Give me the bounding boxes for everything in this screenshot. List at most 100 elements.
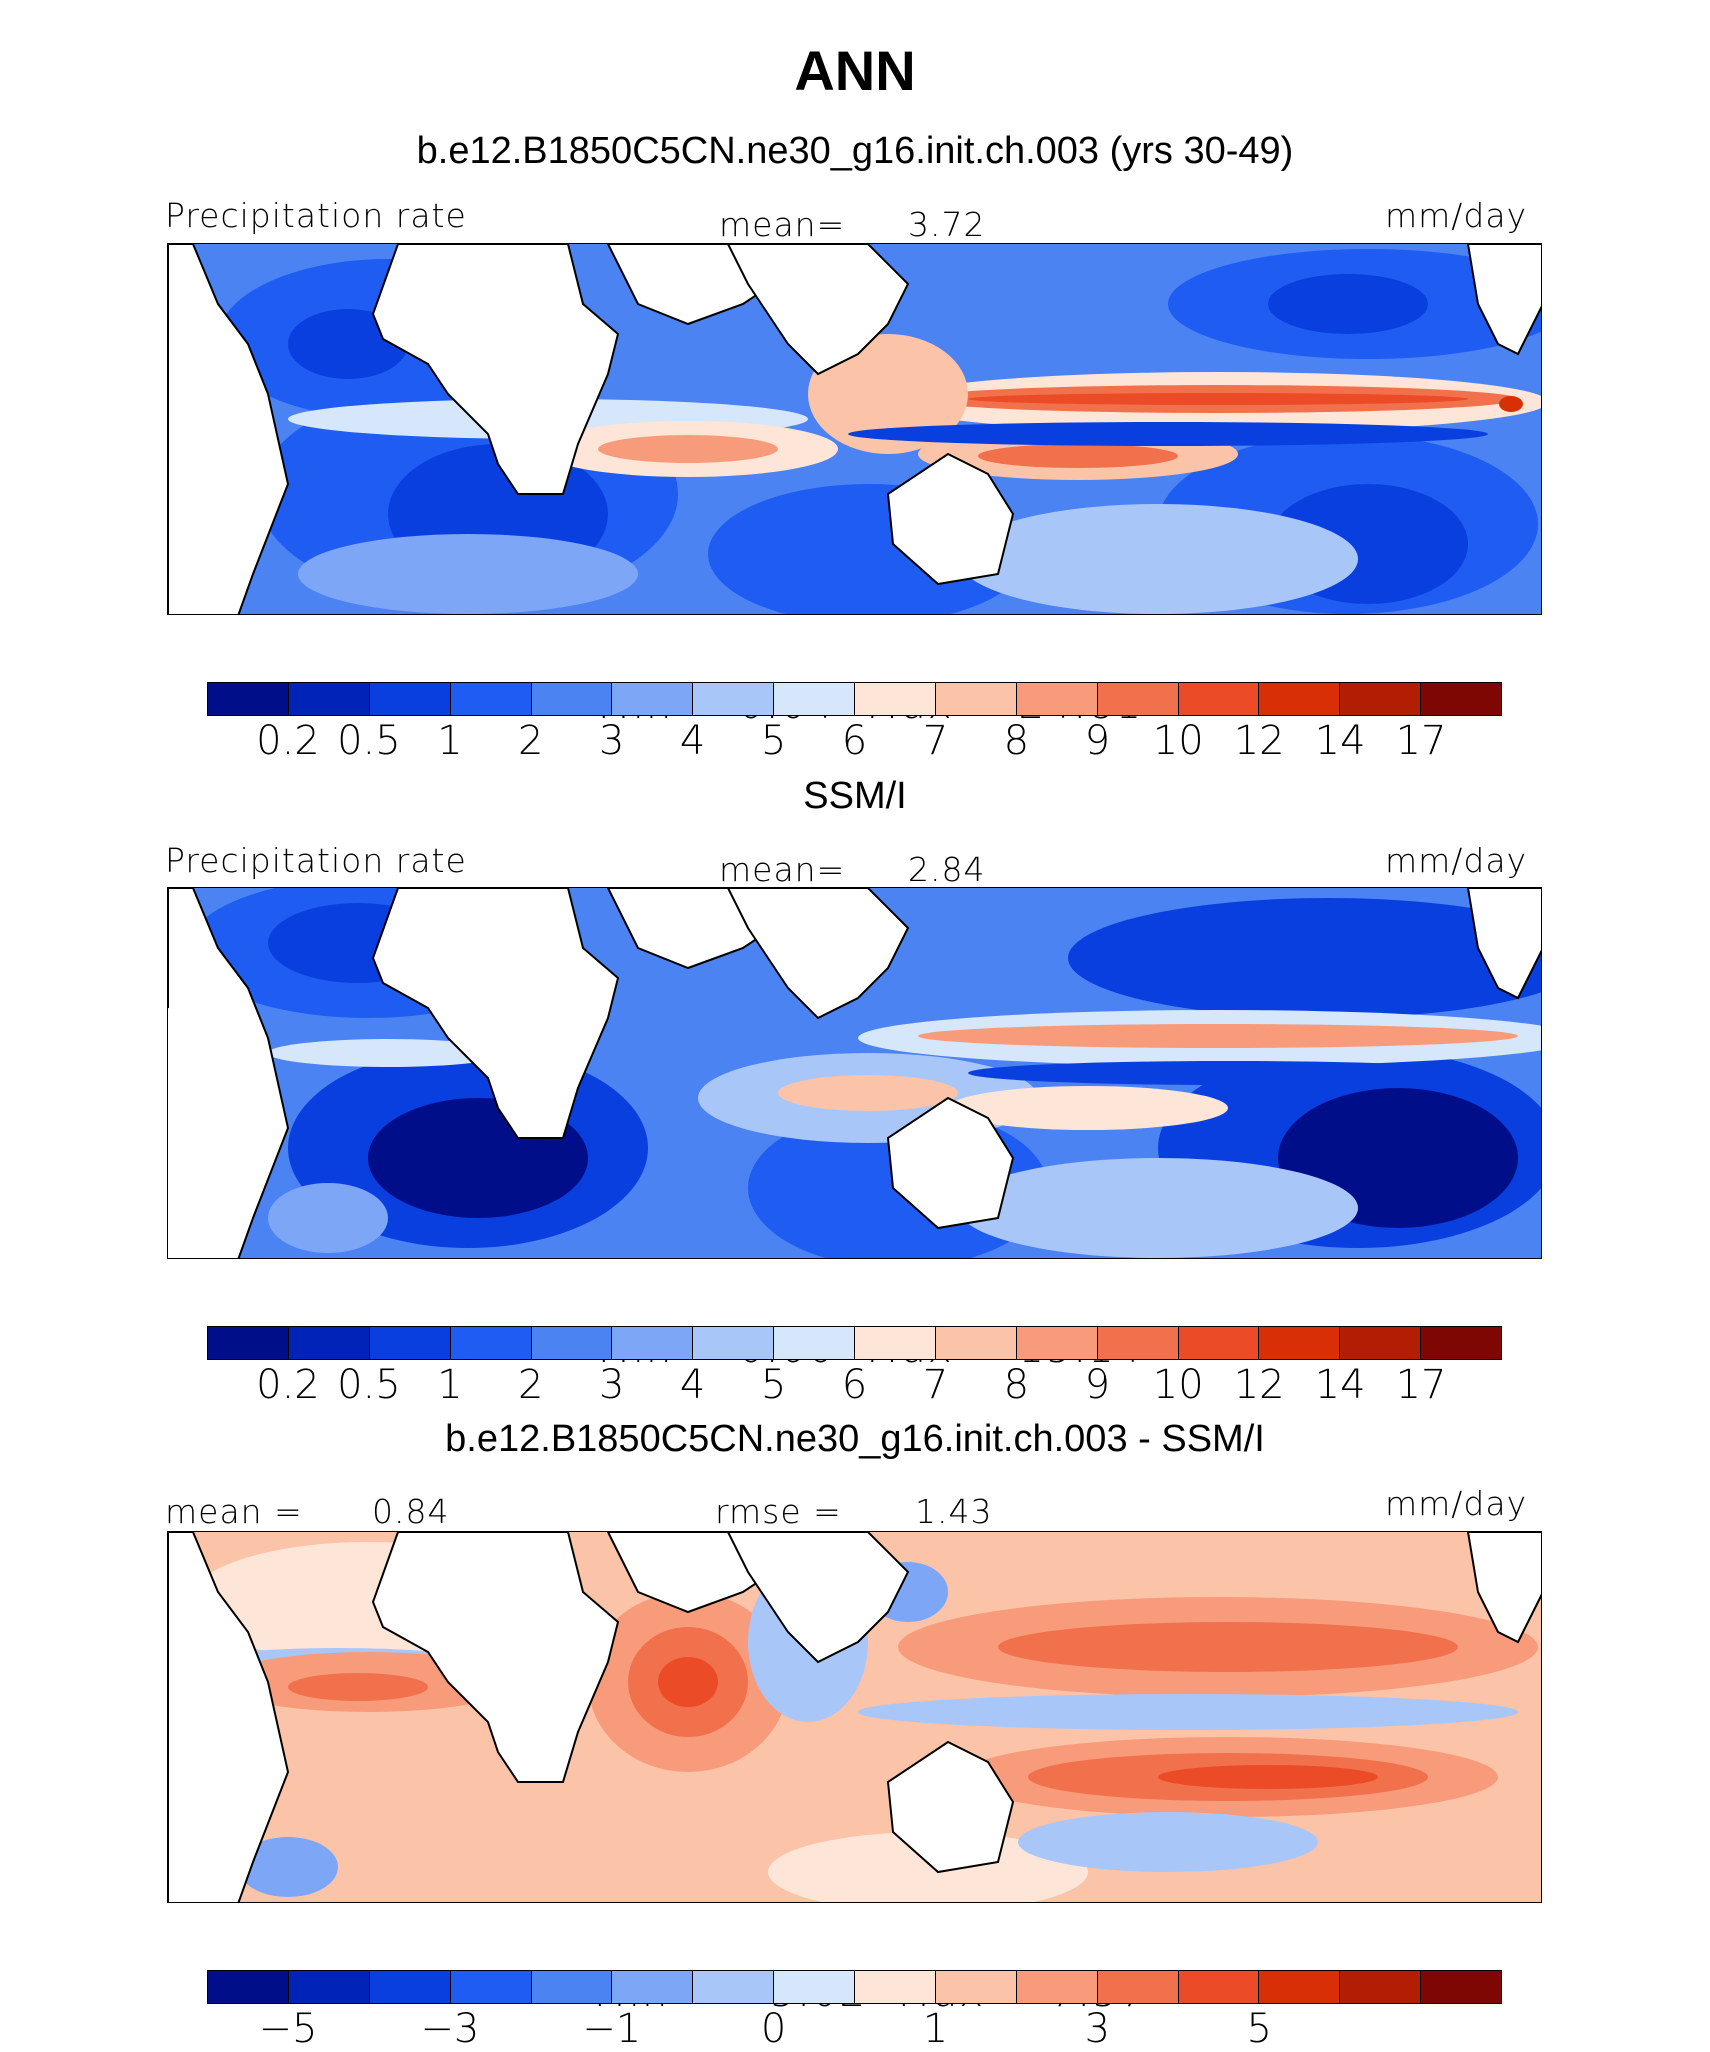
colorbar-segment [1259, 683, 1341, 715]
panel-3-title: b.e12.B1850C5CN.ne30_g16.init.ch.003 - S… [445, 1418, 1265, 1460]
colorbar-tick-label: 5 [1246, 2006, 1272, 2052]
colorbar-segment [774, 1971, 855, 2003]
colorbar-tick-label: 12 [1233, 718, 1285, 764]
colorbar-tick-label: 2 [518, 1362, 544, 1408]
colorbar-segment [369, 1327, 451, 1359]
colorbar-tick-label: 9 [1084, 718, 1111, 764]
colorbar-tick-label: 0.2 [256, 718, 320, 764]
panel-3-colorbar-ticks: −5 −3 −1 0 1 3 5 [207, 2006, 1502, 2052]
colorbar-segment [1016, 1971, 1098, 2003]
colorbar-segment [1016, 1327, 1098, 1359]
colorbar-segment [1178, 1327, 1260, 1359]
colorbar-tick-label: 3 [598, 1362, 625, 1408]
colorbar-segment [612, 1327, 694, 1359]
panel-1-field [168, 244, 1541, 614]
panel-1-units-label: mm/day [1385, 196, 1528, 235]
panel-3-field [168, 1532, 1541, 1902]
colorbar-segment [1421, 1327, 1501, 1359]
colorbar-segment [1421, 1971, 1501, 2003]
panel-3-colorbar [207, 1970, 1502, 2004]
panel-1-mean-label: mean= [719, 205, 846, 244]
colorbar-tick-label: 8 [1003, 1362, 1030, 1408]
panel-2-variable-label: Precipitation rate [165, 841, 467, 880]
colorbar-segment [531, 1327, 613, 1359]
colorbar-tick-label: 0.5 [337, 1362, 401, 1408]
panel-1-map [167, 243, 1542, 615]
colorbar-tick-label: 0.5 [337, 718, 401, 764]
panel-2-mean-value: 2.84 [908, 850, 986, 889]
colorbar-tick-label: 10 [1152, 1362, 1204, 1408]
colorbar-segment [208, 1327, 289, 1359]
colorbar-tick-label: 0.2 [256, 1362, 320, 1408]
panel-3-map [167, 1531, 1542, 1903]
panel-1-colorbar [207, 682, 1502, 716]
colorbar-segment [1340, 1327, 1422, 1359]
colorbar-tick-label: 4 [679, 1362, 706, 1408]
colorbar-tick-label: 6 [841, 718, 868, 764]
colorbar-tick-label: 8 [1003, 718, 1030, 764]
colorbar-tick-label: 10 [1152, 718, 1204, 764]
main-title: ANN [794, 39, 916, 102]
panel-3-mean-value: 0.84 [372, 1492, 450, 1531]
colorbar-segment [855, 1327, 936, 1359]
colorbar-tick-label: 14 [1314, 718, 1366, 764]
panel-3-units-label: mm/day [1385, 1484, 1528, 1523]
colorbar-tick-label: 1 [437, 718, 463, 764]
colorbar-segment [450, 1971, 532, 2003]
colorbar-segment [288, 1971, 370, 2003]
colorbar-segment [935, 1327, 1017, 1359]
colorbar-tick-label: 1 [922, 2006, 949, 2052]
colorbar-segment [693, 683, 775, 715]
colorbar-segment [612, 1971, 694, 2003]
colorbar-segment [855, 1971, 936, 2003]
colorbar-tick-label: 5 [760, 1362, 787, 1408]
panel-1-mean-value: 3.72 [908, 205, 986, 244]
colorbar-tick-label: 0 [760, 2006, 787, 2052]
panel-3-mean-label: mean = [165, 1492, 303, 1531]
panel-2-field [168, 888, 1541, 1258]
colorbar-segment [1097, 1971, 1179, 2003]
colorbar-segment [208, 683, 289, 715]
colorbar-tick-label: 5 [760, 718, 787, 764]
colorbar-segment [935, 1971, 1017, 2003]
colorbar-tick-label: 7 [922, 1362, 949, 1408]
colorbar-segment [1340, 1971, 1422, 2003]
panel-2-units-label: mm/day [1385, 841, 1528, 880]
colorbar-segment [1016, 683, 1098, 715]
colorbar-segment [1178, 683, 1260, 715]
panel-1-variable-label: Precipitation rate [165, 196, 467, 235]
colorbar-segment [693, 1971, 775, 2003]
colorbar-segment [531, 683, 613, 715]
colorbar-tick-label: −3 [420, 2006, 480, 2052]
colorbar-segment [774, 683, 855, 715]
panel-2-mean-label: mean= [719, 850, 846, 889]
colorbar-tick-label: 7 [922, 718, 949, 764]
panel-3-rmse-label: rmse = [715, 1492, 842, 1531]
colorbar-segment [450, 1327, 532, 1359]
colorbar-tick-label: −5 [258, 2006, 318, 2052]
colorbar-tick-label: 12 [1233, 1362, 1285, 1408]
colorbar-segment [1097, 1327, 1179, 1359]
colorbar-segment [1421, 683, 1501, 715]
colorbar-segment [1259, 1971, 1341, 2003]
colorbar-segment [531, 1971, 613, 2003]
colorbar-tick-label: 9 [1084, 1362, 1111, 1408]
colorbar-tick-label: 4 [679, 718, 706, 764]
colorbar-segment [450, 683, 532, 715]
colorbar-segment [855, 683, 936, 715]
colorbar-tick-label: 2 [518, 718, 544, 764]
colorbar-segment [935, 683, 1017, 715]
colorbar-tick-label: 17 [1395, 718, 1447, 764]
colorbar-segment [208, 1971, 289, 2003]
colorbar-segment [612, 683, 694, 715]
panel-1-title: b.e12.B1850C5CN.ne30_g16.init.ch.003 (yr… [416, 130, 1294, 172]
colorbar-segment [774, 1327, 855, 1359]
panel-2-colorbar-ticks: 0.2 0.5 1 2 3 4 5 6 7 8 9 10 12 14 17 [207, 1362, 1502, 1408]
panel-3-rmse-value: 1.43 [915, 1492, 993, 1531]
colorbar-tick-label: 6 [841, 1362, 868, 1408]
colorbar-segment [288, 683, 370, 715]
colorbar-segment [369, 1971, 451, 2003]
colorbar-tick-label: 1 [437, 1362, 463, 1408]
colorbar-segment [1178, 1971, 1260, 2003]
colorbar-tick-label: 3 [598, 718, 625, 764]
